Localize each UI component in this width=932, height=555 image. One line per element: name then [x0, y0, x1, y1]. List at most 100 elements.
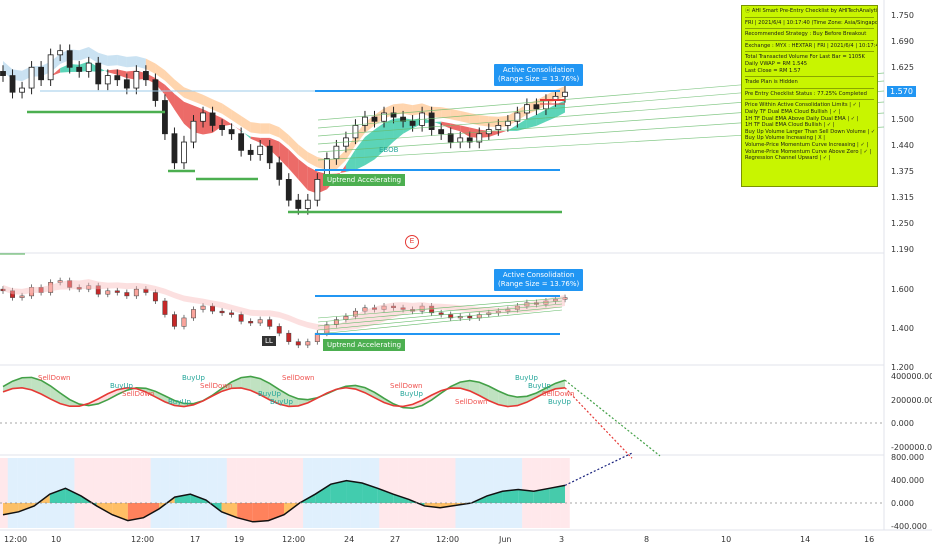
upper-band-segment: [155, 64, 165, 81]
candle-body: [172, 134, 177, 163]
signal-label: SellDown: [390, 382, 422, 390]
candle-body-second: [172, 315, 176, 327]
heat-stripe: [179, 458, 189, 528]
signal-label: SellDown: [542, 390, 574, 398]
candle-body-second: [191, 309, 195, 317]
candle-body: [563, 92, 568, 96]
signal-label: BuyUp: [270, 398, 294, 406]
candle-body: [372, 117, 377, 121]
checklist-item: Daily TF Dual EMA Cloud Bullish | ✓ |: [745, 109, 874, 116]
checklist-exchange: Exchange : MYX : HEXTAR | FRI | 2021/6/4…: [745, 43, 874, 50]
price-tick: 1.625: [891, 63, 914, 72]
event-marker[interactable]: E: [405, 235, 419, 249]
heat-stripe: [484, 458, 494, 528]
checklist-item: 1H TF Dual EMA Above Daily Dual EMA | ✓ …: [745, 116, 874, 123]
candle-body: [77, 67, 82, 71]
current-price-tag: 1.570: [887, 86, 916, 97]
upper-band-segment: [251, 122, 261, 134]
time-tick: 12:00: [436, 535, 459, 544]
checklist-strategy: Recommended Strategy : Buy Before Breako…: [745, 31, 874, 38]
upper-band-segment: [308, 152, 318, 167]
uptrend-label-second: Uptrend Accelerating: [323, 339, 405, 351]
checklist-item: Regression Channel Upward | ✓ |: [745, 155, 874, 162]
time-tick: 12:00: [131, 535, 154, 544]
consolidation-callout-main: Active Consolidation (Range Size = 13.76…: [494, 64, 583, 86]
heat-stripe: [36, 458, 46, 528]
candle-body: [58, 51, 63, 55]
candle-body: [305, 200, 310, 208]
candle-body: [105, 76, 110, 84]
checklist-stat: Daily VWAP = RM 1.545: [745, 61, 874, 68]
upper-band-segment: [194, 91, 204, 105]
checklist-stat: Last Close = RM 1.57: [745, 68, 874, 75]
candle-body: [124, 80, 129, 88]
upper-band-segment: [479, 115, 489, 127]
heat-stripe: [398, 458, 408, 528]
candle-body-second: [344, 316, 348, 319]
candle-body: [534, 105, 539, 109]
candle-body: [496, 125, 501, 129]
candle-body: [267, 146, 272, 163]
ema-cloud-segment: [498, 130, 508, 133]
time-tick: 12:00: [4, 535, 27, 544]
heat-stripe: [284, 458, 294, 528]
signal-label: BuyUp: [400, 390, 424, 398]
candle-body: [543, 101, 548, 109]
time-tick: 24: [344, 535, 354, 544]
ema-cloud-segment: [289, 150, 299, 180]
heat-stripe: [475, 458, 485, 528]
candle-body-second: [306, 342, 310, 345]
checklist-item: Volume-Price Momentum Curve Increasing |…: [745, 142, 874, 149]
heat-stripe: [408, 458, 418, 528]
candle-body: [410, 121, 415, 125]
upper-band-segment: [279, 127, 289, 145]
candle-body: [286, 179, 291, 200]
upper-band-segment: [260, 123, 270, 133]
candle-body-second: [296, 342, 300, 345]
candle-body: [258, 146, 263, 154]
heat-stripe: [160, 458, 170, 528]
projection-osc: [565, 453, 632, 485]
price-tick: 1.190: [891, 245, 914, 254]
signal-label: SellDown: [282, 374, 314, 382]
heat-stripe: [17, 458, 27, 528]
consolidation-callout-second: Active Consolidation (Range Size = 13.76…: [494, 269, 583, 291]
candle-body: [20, 88, 25, 92]
candle-body-second: [134, 289, 138, 296]
upper-band-segment: [451, 109, 461, 121]
signal-label: BuyUp: [110, 382, 134, 390]
candle-body-second: [277, 326, 281, 333]
candle-body-second: [125, 293, 129, 296]
price-tick: 1.315: [891, 193, 914, 202]
candle-body: [143, 71, 148, 79]
candle-body: [48, 55, 53, 80]
oscillator-tick: 400.000: [891, 476, 924, 485]
checklist-item: Price Within Active Consolidation Limits…: [745, 102, 874, 109]
candle-body: [524, 105, 529, 113]
checklist-item: Buy Up Volume Larger Than Sell Down Volu…: [745, 129, 874, 136]
upper-band-segment: [213, 99, 223, 114]
uptrend-label-main: Uptrend Accelerating: [323, 174, 405, 186]
projection-green: [565, 380, 660, 456]
candle-body: [448, 134, 453, 142]
time-tick: 3: [559, 535, 564, 544]
candle-body: [67, 51, 72, 68]
heat-stripe: [417, 458, 427, 528]
candle-body-second: [468, 316, 472, 318]
heat-stripe: [455, 458, 465, 528]
heat-stripe: [465, 458, 475, 528]
heat-stripe: [294, 458, 304, 528]
ema-cloud-segment: [298, 159, 308, 190]
upper-band-segment: [232, 110, 242, 127]
heat-stripe: [427, 458, 437, 528]
candle-body: [505, 121, 510, 125]
candle-body: [334, 146, 339, 158]
candle-body: [134, 71, 139, 88]
oscillator-tick: 0.000: [891, 499, 914, 508]
price-tick-second: 1.600: [891, 285, 914, 294]
consolidation-title: Active Consolidation: [498, 66, 579, 75]
checklist-item: 1H TF Dual EMA Cloud Bullish | ✓ |: [745, 122, 874, 129]
upper-band-segment: [79, 47, 89, 61]
candle-body: [239, 134, 244, 151]
heat-stripe: [27, 458, 37, 528]
